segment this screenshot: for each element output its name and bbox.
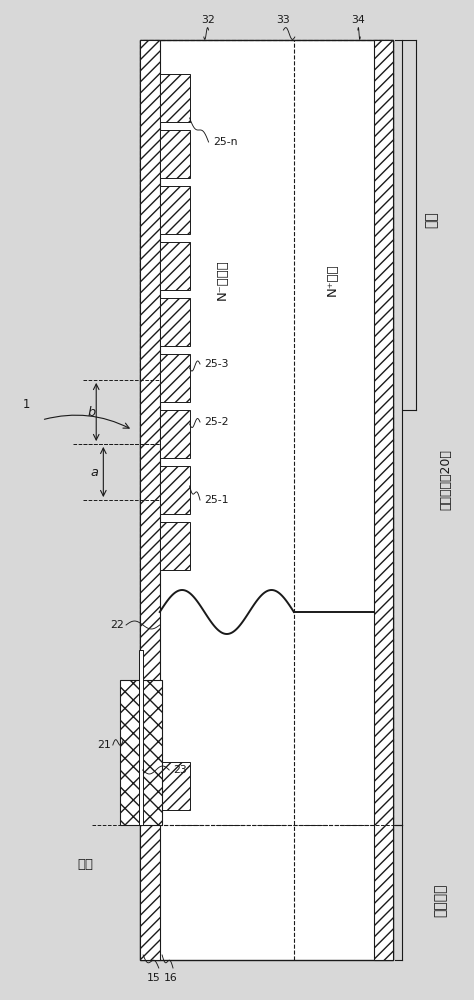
Bar — [160, 762, 190, 810]
Bar — [160, 74, 190, 122]
Bar — [160, 130, 190, 178]
Text: 边缘电池（20）: 边缘电池（20） — [439, 450, 452, 510]
Bar — [140, 40, 393, 825]
Bar — [160, 410, 190, 458]
Text: 25-1: 25-1 — [204, 495, 228, 505]
Bar — [160, 354, 190, 402]
Text: 15: 15 — [147, 973, 161, 983]
Text: N⁺基板: N⁺基板 — [325, 264, 338, 296]
Bar — [160, 466, 190, 514]
Text: N⁻漂移层: N⁻漂移层 — [215, 260, 228, 300]
Text: 25-n: 25-n — [213, 137, 238, 147]
Text: 25-3: 25-3 — [204, 359, 228, 369]
Text: 23: 23 — [173, 765, 187, 775]
Text: b: b — [87, 406, 96, 418]
Bar — [160, 186, 190, 234]
Bar — [140, 40, 160, 960]
Text: 活性电池: 活性电池 — [434, 883, 448, 917]
Text: a: a — [91, 466, 99, 479]
Bar — [374, 40, 393, 960]
Bar — [160, 242, 190, 290]
Text: 32: 32 — [201, 15, 216, 25]
Text: 22: 22 — [110, 620, 125, 630]
Text: 阴极: 阴极 — [424, 212, 438, 228]
Text: 33: 33 — [276, 15, 291, 25]
Text: 34: 34 — [351, 15, 365, 25]
Text: 16: 16 — [164, 973, 178, 983]
Text: 25-2: 25-2 — [204, 417, 228, 427]
Bar — [139, 650, 143, 825]
Text: 21: 21 — [97, 740, 111, 750]
Bar — [160, 298, 190, 346]
Bar — [140, 40, 393, 960]
Bar — [160, 522, 190, 570]
Text: 阳极: 阳极 — [77, 858, 93, 871]
Bar — [120, 680, 162, 825]
Text: 1: 1 — [22, 398, 30, 412]
